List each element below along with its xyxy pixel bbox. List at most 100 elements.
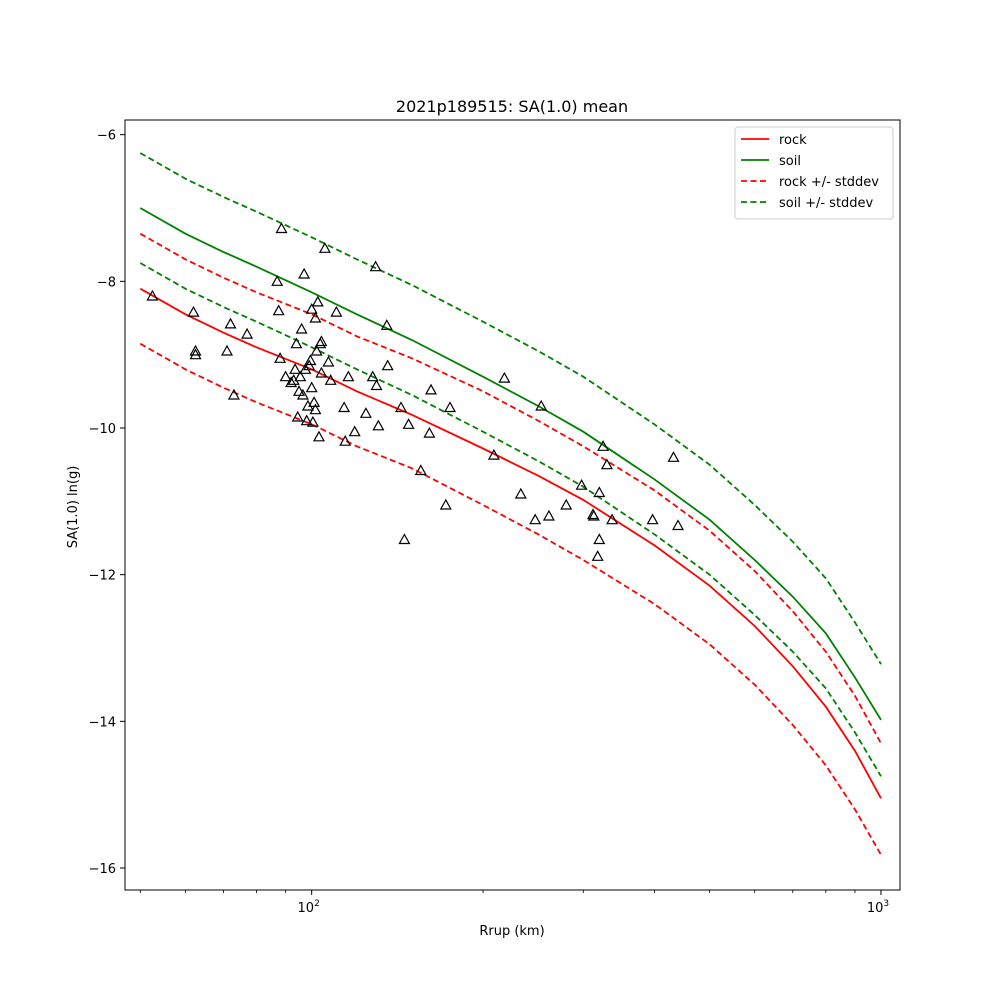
observation-marker — [348, 425, 361, 437]
chart-title: 2021p189515: SA(1.0) mean — [396, 97, 628, 116]
observation-marker — [324, 374, 337, 385]
observation-marker — [366, 370, 379, 382]
observation-marker — [542, 509, 555, 521]
observation-marker — [342, 370, 355, 382]
observation-marker — [575, 478, 588, 490]
observation-marker — [295, 322, 308, 334]
observation-marker — [529, 513, 542, 525]
series-line-4 — [139, 152, 882, 665]
observation-marker — [305, 381, 318, 393]
legend-label: soil +/- stddev — [779, 196, 874, 211]
observation-marker — [587, 509, 600, 521]
observation-marker — [606, 513, 619, 525]
observation-marker — [424, 383, 438, 395]
observation-marker — [414, 464, 427, 476]
observation-marker — [593, 533, 606, 545]
observation-marker — [303, 359, 316, 371]
observation-marker — [560, 498, 573, 510]
observation-marker — [291, 410, 304, 422]
observation-marker — [369, 260, 382, 272]
observation-marker — [311, 295, 324, 307]
y-tick-label: −16 — [89, 862, 116, 877]
observation-marker — [300, 414, 313, 426]
observation-marker — [224, 317, 237, 329]
observation-marker — [381, 359, 394, 371]
observation-marker — [593, 486, 606, 498]
legend-box — [734, 126, 894, 220]
observation-marker — [667, 451, 680, 462]
observation-marker — [380, 319, 393, 330]
observation-marker — [315, 366, 328, 378]
observation-marker — [646, 513, 659, 525]
observation-marker — [398, 533, 411, 545]
observation-marker — [241, 327, 254, 339]
legend-label: rock — [779, 133, 807, 148]
observation-marker — [591, 550, 604, 561]
observation-marker — [498, 371, 511, 383]
observation-marker — [310, 344, 323, 356]
series-line-0 — [139, 287, 882, 799]
observation-marker — [338, 401, 351, 413]
observation-marker — [146, 289, 159, 301]
y-tick-label: −12 — [89, 569, 116, 584]
observation-marker — [220, 344, 234, 356]
observation-marker — [535, 399, 548, 411]
observation-marker — [275, 222, 288, 234]
observation-marker — [189, 344, 202, 356]
observation-marker — [304, 354, 317, 366]
observation-marker — [279, 370, 292, 382]
observation-marker — [272, 304, 285, 316]
observation-marker — [443, 401, 457, 413]
y-tick-label: −8 — [97, 275, 116, 290]
observation-marker — [274, 352, 287, 363]
observation-marker — [315, 335, 328, 347]
observation-marker — [271, 275, 284, 286]
observation-marker — [306, 415, 319, 427]
legend: rock soil rock +/- stddev soil +/- stddev — [734, 126, 894, 220]
observation-marker — [289, 363, 302, 374]
observation-marker — [312, 430, 326, 442]
observation-marker — [309, 311, 322, 323]
observation-marker — [187, 305, 200, 317]
observation-marker — [359, 407, 372, 418]
observation-marker — [296, 388, 309, 400]
observation-marker — [294, 370, 307, 382]
observation-marker — [439, 498, 452, 510]
observation-marker — [299, 363, 312, 374]
observation-marker — [514, 487, 527, 499]
observation-marker — [285, 376, 298, 388]
y-tick-label: −6 — [97, 129, 116, 144]
legend-label: soil — [779, 154, 801, 169]
observation-marker — [671, 519, 685, 531]
legend-label: rock +/- stddev — [779, 175, 879, 190]
y-tick-label: −14 — [89, 715, 116, 730]
observation-marker — [227, 388, 240, 400]
observation-marker — [339, 434, 352, 446]
observation-marker — [600, 458, 613, 470]
observation-marker — [290, 337, 303, 349]
observation-marker — [597, 440, 610, 451]
observation-marker — [423, 426, 436, 438]
axes-frame — [124, 119, 901, 891]
series-line-5 — [139, 262, 882, 777]
observation-marker — [330, 305, 343, 317]
observation-marker — [402, 418, 415, 429]
observation-marker — [292, 385, 306, 396]
observation-marker — [298, 267, 311, 279]
series-line-3 — [139, 342, 882, 856]
y-tick-label: −10 — [89, 422, 116, 437]
observation-marker — [487, 448, 500, 460]
observation-markers — [146, 222, 685, 561]
y-axis-label: SA(1.0) ln(g) — [66, 466, 81, 549]
observation-marker — [318, 242, 331, 253]
observation-marker — [394, 401, 408, 413]
observation-marker — [189, 348, 202, 360]
observation-marker — [301, 399, 314, 411]
observation-marker — [305, 302, 318, 314]
observation-marker — [309, 403, 322, 415]
observation-marker — [370, 379, 383, 391]
x-axis-label: Rrup (km) — [479, 924, 544, 939]
observation-marker — [322, 355, 335, 367]
series-line-2 — [139, 232, 882, 744]
